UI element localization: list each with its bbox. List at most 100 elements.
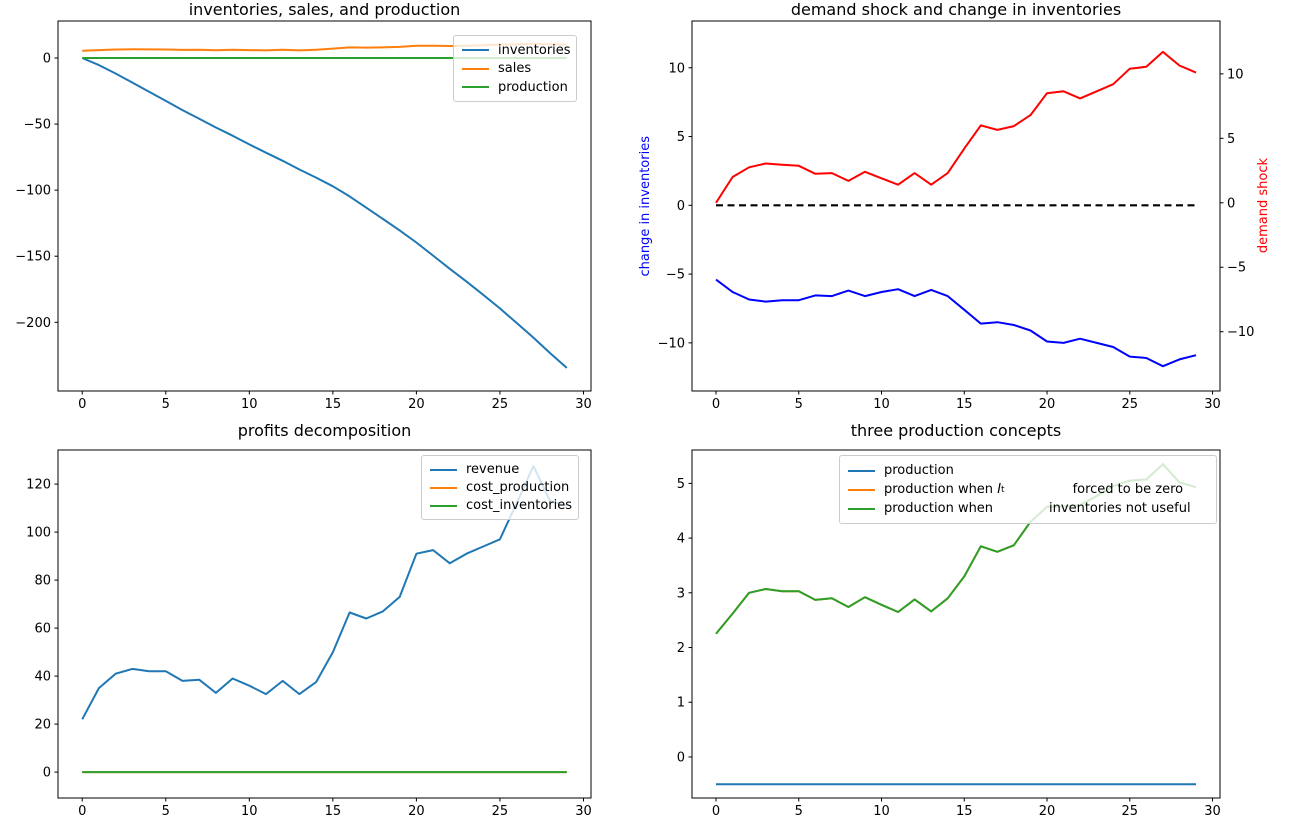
y-tick-label-left: 0 <box>43 52 51 67</box>
x-tick-label: 30 <box>1204 804 1221 819</box>
y-tick-label-left: −200 <box>15 316 51 331</box>
y-tick-label-left: 80 <box>34 574 51 589</box>
x-tick-label: 30 <box>1204 397 1221 412</box>
y-tick-label-left: 60 <box>34 622 51 637</box>
y-tick-label-left: 10 <box>668 61 685 76</box>
y-tick-label-right: 10 <box>1227 67 1244 82</box>
legend-entry: cost_production <box>430 480 570 495</box>
x-tick-label: 10 <box>241 804 258 819</box>
x-tick-label: 20 <box>408 397 425 412</box>
legend-label: inventories <box>498 42 571 58</box>
y-tick-label-left: −5 <box>666 268 685 283</box>
x-tick-label: 15 <box>325 397 342 412</box>
y-tick-label-left: 5 <box>677 477 685 492</box>
x-tick-label: 5 <box>162 804 170 819</box>
legend-label: production when <box>884 482 998 497</box>
y-tick-label-left: 4 <box>677 532 685 547</box>
x-tick-label: 15 <box>956 804 973 819</box>
y-axis-label-change-in-inventories: change in inventories <box>637 21 653 391</box>
x-tick-label: 20 <box>1039 397 1056 412</box>
legend-line-swatch <box>462 67 489 70</box>
legend-profits-decomposition: revenue cost_production cost_inventories <box>421 455 579 520</box>
chart-title-inventories-sales-production: inventories, sales, and production <box>188 0 461 19</box>
legend-line-swatch <box>462 49 489 51</box>
axes-frame <box>57 449 592 799</box>
chart-title-demand-shock: demand shock and change in inventories <box>790 0 1122 19</box>
chart-title-three-production-concepts: three production concepts <box>850 421 1062 440</box>
series-line-revenue <box>81 465 568 720</box>
y-tick-label-left: 0 <box>677 750 685 765</box>
axes-frame <box>691 20 1221 392</box>
y-axis-label-left-text: change in inventories <box>637 135 653 277</box>
y-tick-label-left: 1 <box>677 696 685 711</box>
y-tick-label-right: −5 <box>1227 261 1246 276</box>
y-tick-label-left: 100 <box>26 526 51 541</box>
x-tick-label: 0 <box>712 804 720 819</box>
legend-entry: production <box>848 463 1208 478</box>
y-axis-label-right-text: demand shock <box>1255 158 1271 254</box>
legend-label: production <box>498 79 568 95</box>
legend-line-swatch <box>430 504 457 507</box>
x-tick-label: 20 <box>408 804 425 819</box>
legend-label-subscript: t <box>1001 484 1005 495</box>
legend-entry: sales <box>462 61 568 76</box>
series-line-inventories <box>81 57 568 369</box>
x-tick-label: 25 <box>492 804 509 819</box>
axes-frame <box>691 449 1221 799</box>
x-tick-label: 5 <box>795 804 803 819</box>
y-tick-label-right: 5 <box>1227 132 1235 147</box>
x-tick-label: 25 <box>1122 397 1139 412</box>
legend-label: inventories not useful <box>1049 501 1191 516</box>
legend-entry: cost_inventories <box>430 498 573 513</box>
y-tick-label-left: 20 <box>34 718 51 733</box>
series-line-demand-shock <box>715 50 1197 204</box>
legend-label: cost_inventories <box>466 498 573 513</box>
legend-line-swatch <box>430 486 457 489</box>
legend-label-math: I <box>997 482 1002 497</box>
legend-label: forced to be zero <box>1072 482 1184 497</box>
x-tick-label: 5 <box>162 397 170 412</box>
legend-entry: production when inventories not useful <box>848 501 1208 516</box>
legend-label: cost_production <box>466 480 570 495</box>
y-tick-label-left: 0 <box>43 766 51 781</box>
y-tick-label-left: 2 <box>677 641 685 656</box>
y-tick-label-left: 120 <box>26 478 51 493</box>
legend-inventories-sales-production: inventories sales production <box>453 35 577 102</box>
legend-entry: production <box>462 80 568 95</box>
chart-title-profits-decomposition: profits decomposition <box>237 421 412 440</box>
x-tick-label: 10 <box>873 804 890 819</box>
y-tick-label-left: −50 <box>24 118 51 133</box>
legend-line-swatch <box>430 468 457 471</box>
x-tick-label: 0 <box>78 397 86 412</box>
x-tick-label: 25 <box>492 397 509 412</box>
x-tick-label: 30 <box>575 397 592 412</box>
y-tick-label-left: −10 <box>658 336 685 351</box>
series-line-change-in-inventories <box>715 278 1197 368</box>
y-tick-label-left: 5 <box>677 130 685 145</box>
axes-frame <box>57 20 592 392</box>
y-tick-label-left: 3 <box>677 586 685 601</box>
y-tick-label-left: 40 <box>34 670 51 685</box>
legend-line-swatch <box>848 488 875 491</box>
y-tick-label-left: −100 <box>15 184 51 199</box>
x-tick-label: 0 <box>78 804 86 819</box>
legend-label: production <box>884 463 954 478</box>
x-tick-label: 25 <box>1122 804 1139 819</box>
x-tick-label: 20 <box>1039 804 1056 819</box>
y-tick-label-left: 0 <box>677 199 685 214</box>
x-tick-label: 5 <box>795 397 803 412</box>
legend-line-swatch <box>848 507 875 510</box>
x-tick-label: 0 <box>712 397 720 412</box>
x-tick-label: 10 <box>873 397 890 412</box>
legend-entry: inventories <box>462 42 571 58</box>
y-axis-label-demand-shock: demand shock <box>1255 21 1271 391</box>
x-tick-label: 30 <box>575 804 592 819</box>
x-tick-label: 15 <box>325 804 342 819</box>
legend-line-swatch <box>462 86 489 88</box>
y-tick-label-right: −10 <box>1227 325 1254 340</box>
legend-label: production when <box>884 501 994 516</box>
